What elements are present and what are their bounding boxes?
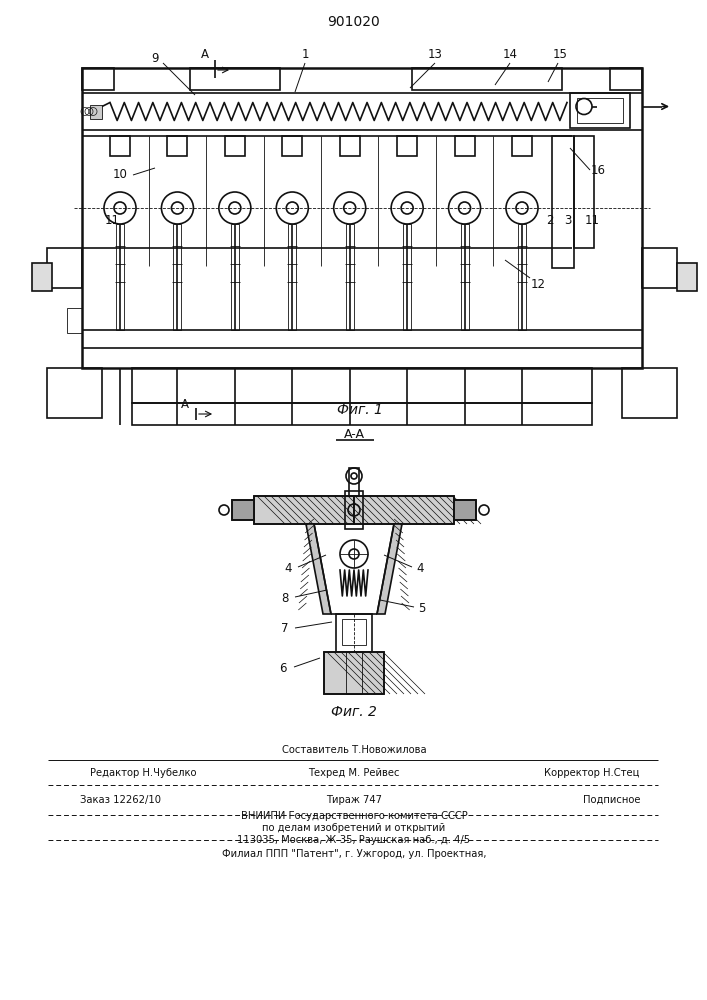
Text: 9: 9: [151, 51, 159, 64]
Text: 7: 7: [281, 621, 288, 635]
Text: 113035, Москва, Ж-35, Раушская наб., д. 4/5: 113035, Москва, Ж-35, Раушская наб., д. …: [238, 835, 471, 845]
Text: Подписное: Подписное: [583, 795, 640, 805]
Text: 3: 3: [564, 214, 572, 227]
Bar: [190, 68, 280, 90]
Text: 15: 15: [553, 48, 568, 62]
Bar: [460, 224, 469, 330]
Bar: [346, 224, 354, 330]
Bar: [132, 403, 592, 425]
Bar: [168, 136, 187, 156]
Bar: [90, 104, 102, 118]
Bar: [342, 619, 366, 645]
Bar: [324, 652, 384, 694]
Text: 13: 13: [428, 48, 443, 62]
Bar: [254, 496, 354, 524]
Bar: [336, 614, 372, 652]
Text: ВНИИПИ Государственного комитета СССР: ВНИИПИ Государственного комитета СССР: [240, 811, 467, 821]
Text: 11: 11: [105, 214, 119, 227]
Bar: [47, 368, 102, 418]
Bar: [67, 308, 82, 333]
Bar: [577, 98, 623, 123]
Bar: [574, 136, 594, 248]
Bar: [642, 248, 677, 288]
Text: A: A: [181, 398, 189, 412]
Text: Тираж 747: Тираж 747: [326, 795, 382, 805]
Bar: [82, 68, 114, 90]
Bar: [677, 263, 697, 291]
Bar: [552, 136, 574, 268]
Polygon shape: [377, 524, 402, 614]
Bar: [518, 224, 526, 330]
Bar: [354, 496, 454, 524]
Text: Составитель Т.Новожилова: Составитель Т.Новожилова: [281, 745, 426, 755]
Polygon shape: [306, 524, 331, 614]
Bar: [232, 500, 254, 520]
Text: Филиал ППП "Патент", г. Ужгород, ул. Проектная,: Филиал ППП "Патент", г. Ужгород, ул. Про…: [222, 849, 486, 859]
Bar: [231, 224, 239, 330]
Text: A-A: A-A: [344, 428, 365, 442]
Bar: [324, 652, 384, 694]
Text: 10: 10: [112, 168, 127, 182]
Text: 1: 1: [301, 48, 309, 62]
Bar: [173, 224, 182, 330]
Text: 14: 14: [503, 48, 518, 62]
Text: 4: 4: [416, 562, 423, 574]
Bar: [225, 136, 245, 156]
Bar: [403, 224, 411, 330]
Text: 5: 5: [419, 601, 426, 614]
Bar: [116, 224, 124, 330]
Bar: [622, 368, 677, 418]
Text: по делам изобретений и открытий: по делам изобретений и открытий: [262, 823, 445, 833]
Text: Фиг. 1: Фиг. 1: [337, 403, 383, 417]
Bar: [455, 136, 474, 156]
Text: 2: 2: [547, 214, 554, 227]
Bar: [412, 68, 562, 90]
Bar: [110, 136, 130, 156]
Bar: [254, 496, 354, 524]
Text: 8: 8: [281, 591, 288, 604]
Bar: [288, 224, 296, 330]
Bar: [232, 500, 254, 520]
Text: 901020: 901020: [327, 15, 380, 29]
Text: 16: 16: [590, 163, 605, 176]
Text: 12: 12: [530, 278, 546, 292]
Bar: [570, 93, 630, 128]
Text: Заказ 12262/10: Заказ 12262/10: [80, 795, 161, 805]
Bar: [354, 496, 454, 524]
Text: 6: 6: [279, 662, 287, 674]
Bar: [82, 68, 642, 368]
Bar: [454, 500, 476, 520]
Bar: [345, 491, 363, 529]
Bar: [610, 68, 642, 90]
Text: Техред М. Рейвес: Техред М. Рейвес: [308, 768, 399, 778]
Bar: [397, 136, 417, 156]
Bar: [454, 500, 476, 520]
Text: Корректор Н.Стец: Корректор Н.Стец: [544, 768, 640, 778]
Bar: [47, 248, 82, 288]
Text: 4: 4: [284, 562, 292, 574]
Text: 11: 11: [585, 214, 600, 227]
Bar: [512, 136, 532, 156]
Bar: [132, 368, 592, 403]
Bar: [282, 136, 303, 156]
Text: Редактор Н.Чубелко: Редактор Н.Чубелко: [90, 768, 197, 778]
Bar: [349, 468, 359, 496]
Bar: [346, 652, 362, 694]
Bar: [340, 136, 360, 156]
Bar: [32, 263, 52, 291]
Text: A: A: [201, 48, 209, 62]
Text: Фиг. 2: Фиг. 2: [331, 705, 377, 719]
